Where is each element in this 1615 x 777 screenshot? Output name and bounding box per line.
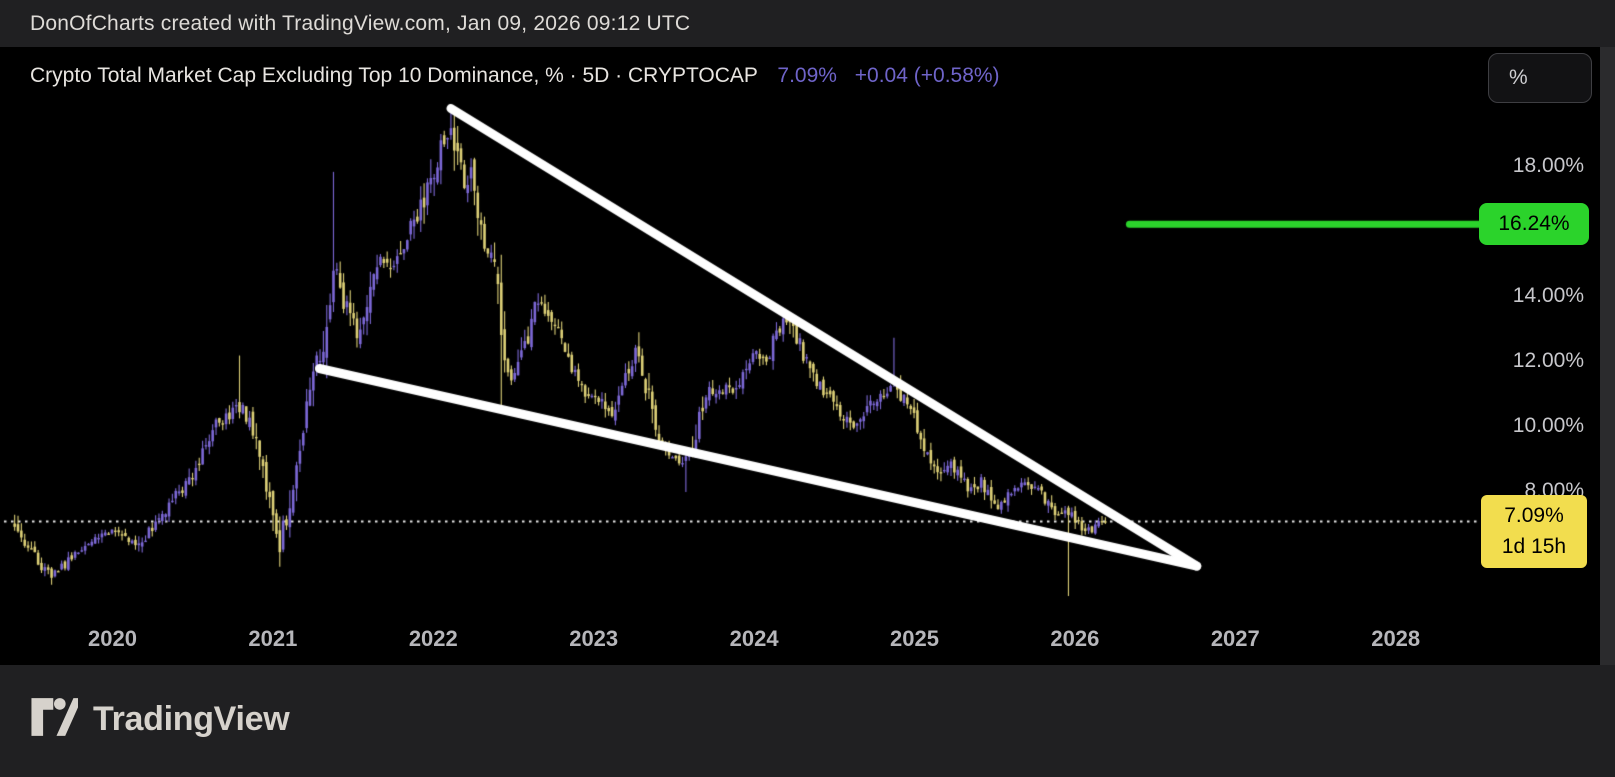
x-axis-tick: 2027 <box>1210 626 1260 651</box>
alert-price-text: 16.24% <box>1498 212 1570 236</box>
attribution-text: DonOfCharts created with TradingView.com… <box>30 11 691 35</box>
x-axis-tick: 2023 <box>569 626 619 651</box>
percent-scale-button[interactable]: % <box>1488 53 1592 103</box>
tradingview-logo[interactable]: TradingView <box>30 696 290 743</box>
attribution-bar: DonOfCharts created with TradingView.com… <box>0 0 1615 47</box>
footer-bar: TradingView <box>0 665 1615 777</box>
x-axis-tick: 2028 <box>1371 626 1421 651</box>
y-axis-tick: 10.00% <box>1512 414 1584 437</box>
alert-price-label[interactable]: 16.24% <box>1479 203 1589 246</box>
current-price-text: 7.09% <box>1504 504 1564 528</box>
tradingview-logo-icon <box>30 696 83 743</box>
x-axis-tick: 2022 <box>408 626 458 651</box>
last-price-value: 7.09% <box>777 64 837 87</box>
right-edge-strip <box>1600 47 1615 665</box>
price-change-value: +0.04 (+0.58%) <box>854 64 1000 87</box>
y-axis-tick: 14.00% <box>1512 284 1584 307</box>
tradingview-logo-text: TradingView <box>93 700 290 738</box>
y-axis-tick: 18.00% <box>1512 154 1584 177</box>
x-axis-tick: 2024 <box>729 626 779 651</box>
x-axis-tick: 2025 <box>890 626 939 651</box>
x-axis-tick: 2021 <box>248 626 298 651</box>
symbol-title: Crypto Total Market Cap Excluding Top 10… <box>30 64 758 87</box>
chart-legend[interactable]: Crypto Total Market Cap Excluding Top 10… <box>30 64 1000 88</box>
price-chart-canvas[interactable] <box>0 47 1615 665</box>
chart-area: Crypto Total Market Cap Excluding Top 10… <box>0 47 1615 665</box>
bar-countdown-text: 1d 15h <box>1501 535 1567 559</box>
y-axis-tick: 12.00% <box>1512 349 1584 372</box>
x-axis-tick: 2020 <box>88 626 137 651</box>
x-axis-tick: 2026 <box>1050 626 1100 651</box>
current-price-label: 7.09% 1d 15h <box>1481 494 1587 568</box>
